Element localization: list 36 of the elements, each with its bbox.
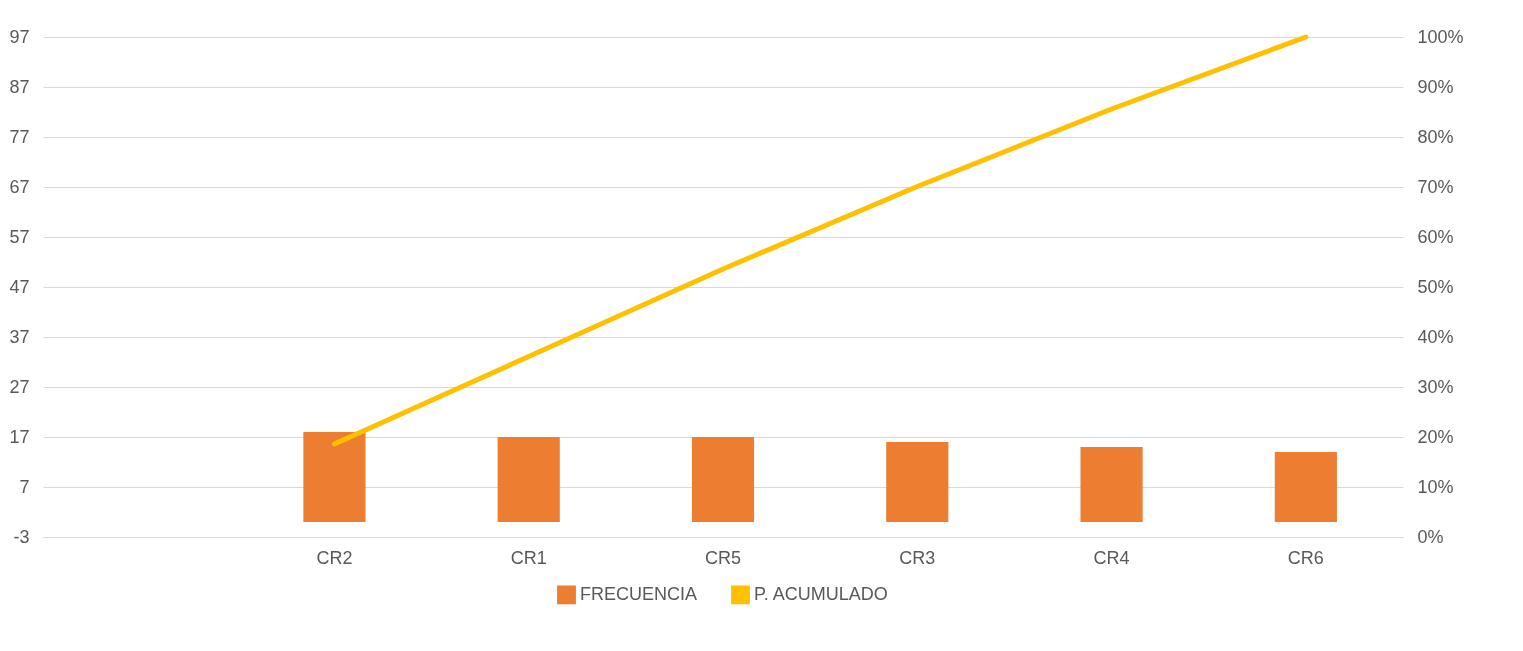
y2-tick-label: 80% <box>1417 126 1454 147</box>
y2-tick-label: 70% <box>1417 176 1454 197</box>
legend-label: P. ACUMULADO <box>754 583 888 604</box>
bar <box>497 437 560 522</box>
y2-tick-label: 20% <box>1417 426 1454 447</box>
legend-label: FRECUENCIA <box>580 583 698 604</box>
y-tick-label: 97 <box>9 26 30 47</box>
bar <box>1274 452 1337 522</box>
y-tick-label: 77 <box>9 126 30 147</box>
y2-tick-label: 10% <box>1417 476 1454 497</box>
x-tick-label: CR4 <box>1093 547 1130 568</box>
x-tick-label: CR5 <box>704 547 742 568</box>
y2-tick-label: 40% <box>1417 326 1454 347</box>
bar <box>1080 447 1143 522</box>
y2-tick-label: 0% <box>1417 526 1444 547</box>
y-tick-label: 67 <box>9 176 30 197</box>
y-tick-label: 47 <box>9 276 30 297</box>
y2-tick-label: 30% <box>1417 376 1454 397</box>
x-tick-label: CR3 <box>899 547 936 568</box>
y-tick-label: 7 <box>19 476 30 497</box>
y2-tick-label: 100% <box>1417 26 1464 47</box>
y2-tick-label: 60% <box>1417 226 1454 247</box>
bar <box>886 442 949 522</box>
y-tick-label: -3 <box>13 526 30 547</box>
y2-tick-label: 50% <box>1417 276 1454 297</box>
y-tick-label: 57 <box>9 226 30 247</box>
bar <box>691 437 755 522</box>
x-tick-label: CR1 <box>510 547 547 568</box>
y-tick-label: 27 <box>9 376 30 397</box>
y-tick-label: 37 <box>9 326 30 347</box>
y-tick-label: 17 <box>9 426 30 447</box>
y-tick-label: 87 <box>9 76 30 97</box>
y2-tick-label: 90% <box>1417 76 1454 97</box>
bar <box>303 432 366 522</box>
x-tick-label: CR6 <box>1287 547 1324 568</box>
x-tick-label: CR2 <box>316 547 353 568</box>
